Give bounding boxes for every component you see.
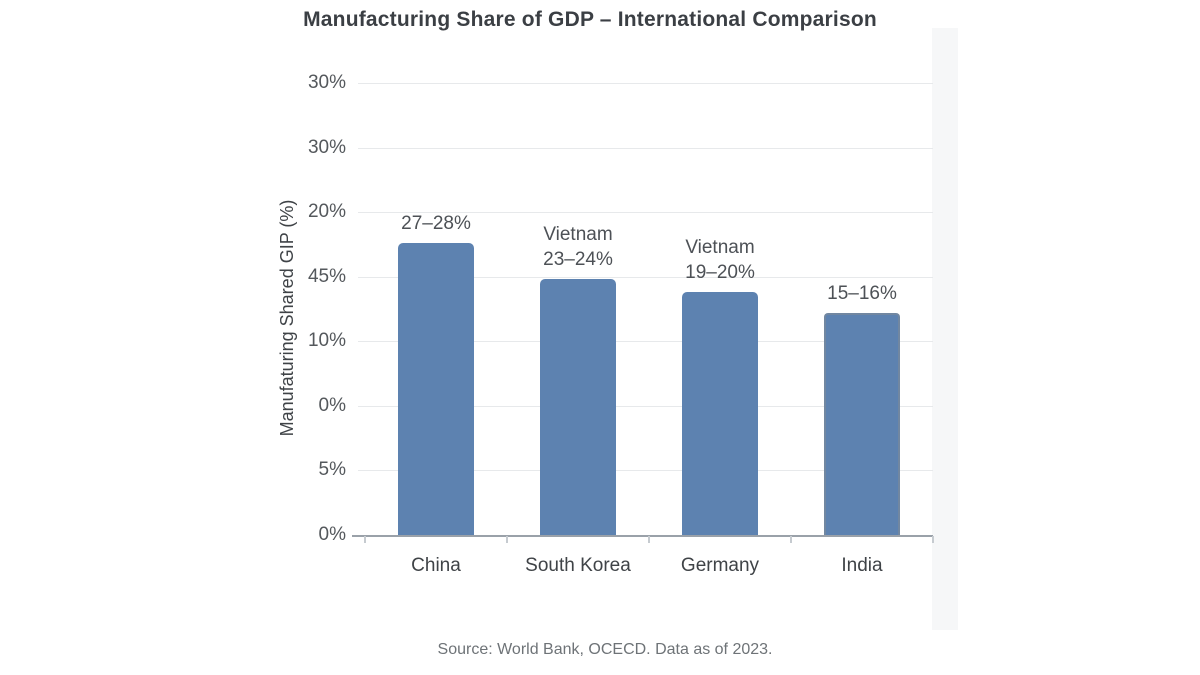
y-tick-label: 5% — [318, 459, 346, 480]
x-axis-tick — [364, 536, 366, 543]
bar-value-label-germany: Vietnam 19–20% — [685, 237, 755, 283]
bar-value-label-south-korea: Vietnam 23–24% — [543, 224, 613, 270]
gridline — [358, 277, 933, 278]
gridline — [358, 341, 933, 342]
bar-south-korea — [540, 279, 616, 535]
background-strip — [932, 28, 958, 630]
y-tick-label: 0% — [318, 395, 346, 416]
source-note: Source: World Bank, OCECD. Data as of 20… — [437, 641, 773, 658]
x-axis-tick — [932, 536, 934, 543]
bar-india — [824, 313, 900, 535]
x-axis-tick — [506, 536, 508, 543]
x-axis-line — [352, 535, 933, 537]
y-tick-label: 20% — [307, 201, 346, 222]
x-axis-tick — [790, 536, 792, 543]
y-tick-label: 0% — [318, 524, 346, 545]
gridline — [358, 148, 933, 149]
y-tick-label: 45% — [307, 266, 346, 287]
bar-value-label-china: 27–28% — [401, 213, 471, 234]
bar-china — [398, 243, 474, 535]
bar-germany — [682, 292, 758, 535]
gridline — [358, 212, 933, 213]
x-category-label-south-korea: South Korea — [525, 555, 631, 576]
gridline — [358, 470, 933, 471]
x-category-label-china: China — [411, 555, 461, 576]
bar-value-label-india: 15–16% — [827, 283, 897, 304]
y-tick-label: 30% — [307, 137, 346, 158]
x-axis-tick — [648, 536, 650, 543]
gridline — [358, 83, 933, 84]
y-tick-label: 30% — [307, 72, 346, 93]
chart-title: Manufacturing Share of GDP – Internation… — [303, 8, 877, 31]
x-category-label-india: India — [841, 555, 883, 576]
x-category-label-germany: Germany — [680, 555, 760, 576]
y-tick-label: 10% — [307, 330, 346, 351]
gridline — [358, 406, 933, 407]
